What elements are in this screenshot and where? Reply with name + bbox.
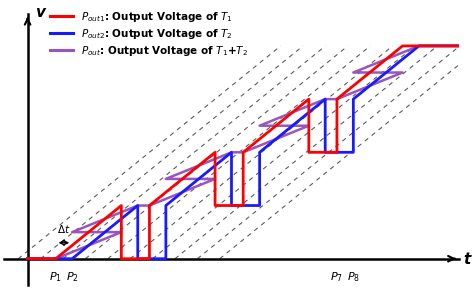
Text: $\Delta t$: $\Delta t$ (57, 223, 71, 235)
Text: t: t (464, 252, 471, 267)
Text: $P_7$: $P_7$ (330, 270, 344, 284)
Text: $P_1$: $P_1$ (49, 270, 62, 284)
Text: $P_2$: $P_2$ (66, 270, 79, 284)
Text: $P_8$: $P_8$ (347, 270, 360, 284)
Legend: $P_{out1}$: Output Voltage of $T_1$, $P_{out2}$: Output Voltage of $T_2$, $P_{ou: $P_{out1}$: Output Voltage of $T_1$, $P_… (46, 6, 252, 62)
Text: v: v (35, 5, 45, 19)
